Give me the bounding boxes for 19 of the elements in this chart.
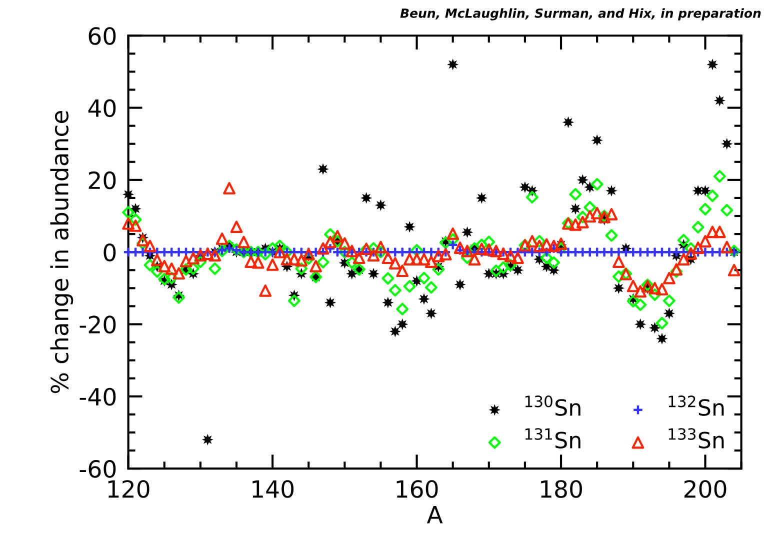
y-tick-label: 0 [104, 244, 116, 262]
y-tick-label: -60 [80, 460, 116, 478]
text: Beun, McLaughlin, Surman, and Hix, in preparation [400, 8, 761, 20]
x-tick-label: 160 [396, 480, 438, 498]
y-tick-label: 60 [88, 27, 116, 45]
x-tick-label: 120 [108, 480, 150, 498]
x-tick-label: 140 [252, 480, 294, 498]
x-tick-label: 180 [541, 480, 582, 498]
x-tick-label: 200 [684, 480, 726, 498]
y-tick-label: -40 [80, 388, 116, 406]
y-axis-title: % change in abundance [50, 110, 74, 394]
legend-label: $^{130}$Sn [525, 396, 580, 416]
legend-label: $^{133}$Sn [668, 428, 724, 449]
y-tick-label: -20 [80, 316, 116, 334]
y-tick-label: 40 [88, 99, 116, 118]
legend-label: $^{131}$Sn [525, 428, 580, 449]
y-tick-label: 20 [88, 171, 116, 190]
x-axis-title: A [426, 506, 443, 524]
legend-label: $^{132}$Sn [668, 396, 724, 416]
